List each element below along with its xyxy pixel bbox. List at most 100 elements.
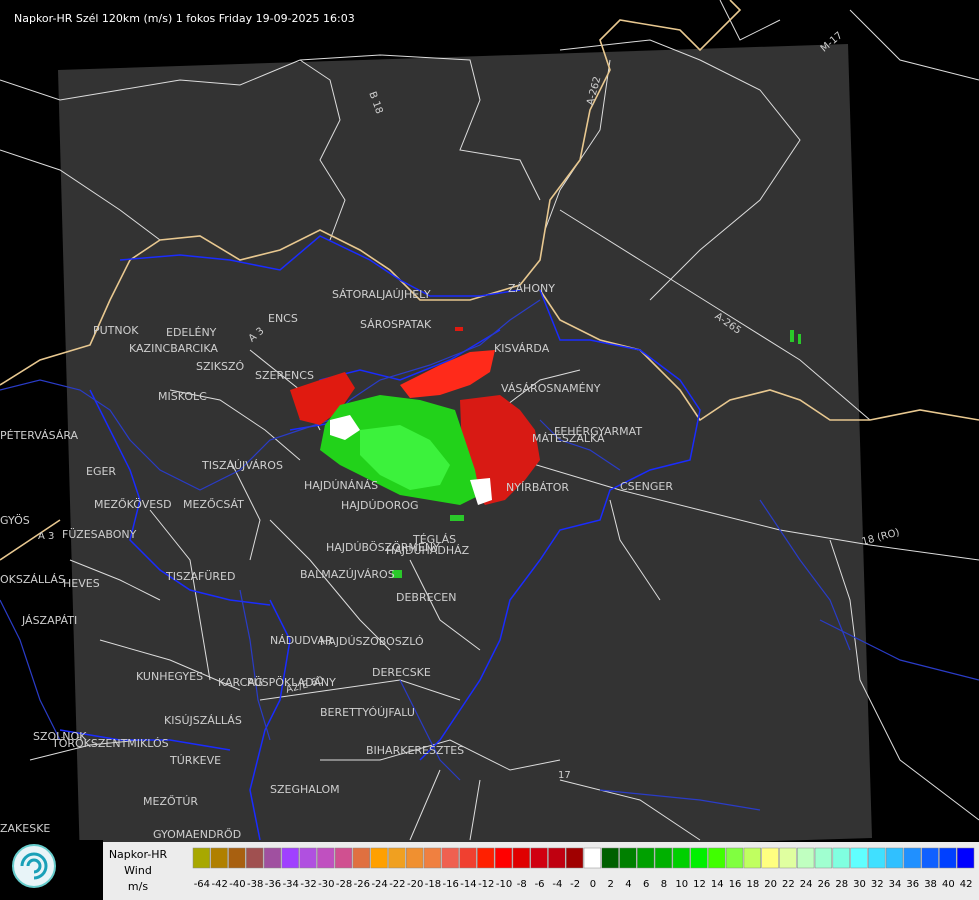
legend-subtitle: Wind [124, 864, 152, 877]
place-label: TÖRÖKSZENTMIKLÓS [51, 737, 169, 750]
legend-tick-label: -14 [460, 879, 476, 890]
legend-tick-label: 32 [871, 879, 884, 890]
legend-tick-label: 18 [746, 879, 759, 890]
legend-unit: m/s [128, 880, 148, 893]
legend-swatch [637, 847, 655, 869]
legend-swatch [388, 847, 406, 869]
legend-swatch [441, 847, 459, 869]
legend-tick-label: -36 [265, 879, 281, 890]
legend-swatch [565, 847, 584, 869]
place-label: TISZAFÜRED [165, 570, 235, 583]
legend-tick-label: 2 [607, 879, 613, 890]
place-label: MEZŐKÖVESD [94, 497, 172, 511]
legend-tick-label: -20 [407, 879, 423, 890]
legend-swatch [228, 847, 246, 869]
legend-swatch [814, 847, 833, 869]
place-label: DEBRECEN [396, 591, 456, 604]
place-label: PÜSPÖKLADÁNY [247, 676, 336, 689]
map-lines [0, 0, 979, 841]
legend-swatch [743, 847, 761, 869]
place-label: ZAKESKE [0, 822, 50, 835]
legend-swatch [761, 847, 779, 869]
place-label: ENCS [268, 312, 298, 325]
place-label: BALMAZÚJVÁROS [300, 568, 395, 581]
legend-title: Napkor-HR [109, 848, 168, 861]
place-label: SÁTORALJAÚJHELY [332, 288, 431, 301]
legend-tick-label: 8 [661, 879, 667, 890]
title: Napkor-HR Szél 120km (m/s) 1 fokos Frida… [14, 12, 355, 25]
legend-tick-label: -38 [247, 879, 263, 890]
place-label: NYÍRBÁTOR [506, 481, 569, 494]
legend-swatch [690, 847, 708, 869]
legend-tick-label: -26 [354, 879, 370, 890]
legend-swatch [548, 847, 566, 869]
place-label: GYÖS [0, 514, 30, 527]
place-label: KISVÁRDA [494, 342, 550, 355]
legend-swatch [832, 847, 850, 869]
place-label: HEVES [63, 577, 100, 590]
legend-swatch [263, 847, 282, 869]
legend-swatch [334, 847, 353, 869]
place-label: PUTNOK [93, 324, 139, 337]
place-label: NÁDUDVAR [270, 634, 333, 647]
legend-tick-label: 24 [800, 879, 813, 890]
place-label: PÉTERVÁSÁRA [0, 429, 79, 442]
legend-swatch [601, 847, 619, 869]
place-label: VÁSÁROSNAMÉNY [501, 382, 601, 395]
place-label: HAJDÚDOROG [341, 499, 419, 512]
legend-tick-label: -2 [570, 879, 580, 890]
legend-tick-label: 28 [835, 879, 848, 890]
legend-swatch [423, 847, 442, 869]
legend-tick-label: 36 [906, 879, 919, 890]
place-label: MEZŐCSÁT [183, 497, 244, 511]
place-label: FEHÉRGYARMAT [554, 425, 642, 438]
legend-tick-label: -12 [478, 879, 494, 890]
place-label: MISKOLC [158, 390, 207, 403]
legend-swatch [352, 847, 370, 869]
legend-swatch [530, 847, 548, 869]
legend-tick-label: -16 [443, 879, 459, 890]
legend-tick-label: 34 [889, 879, 902, 890]
place-label: BERETTYÓÚJFALU [320, 706, 415, 719]
legend-swatch [477, 847, 495, 869]
place-label: SZERENCS [255, 369, 314, 382]
legend-tick-label: -30 [318, 879, 334, 890]
legend-swatch [708, 847, 726, 869]
place-label: SZOLNOK [33, 730, 87, 743]
place-label: EDELÉNY [166, 326, 217, 339]
legend-tick-label: 14 [711, 879, 724, 890]
legend-tick-label: -10 [496, 879, 512, 890]
legend-swatch [210, 847, 228, 869]
legend-swatch [939, 847, 957, 869]
place-label: OKSZÁLLÁS [0, 573, 65, 586]
legend-swatch [672, 847, 690, 869]
place-label: HAJDÚNÁNÁS [304, 479, 378, 492]
legend-tick-label: -22 [389, 879, 405, 890]
legend-tick-label: 26 [818, 879, 831, 890]
place-label: SZIKSZÓ [196, 360, 244, 373]
logo-swirl [20, 852, 48, 880]
legend-swatch [956, 847, 975, 869]
legend-swatch [583, 847, 602, 869]
legend-tick-label: -6 [535, 879, 545, 890]
legend-tick-label: -18 [425, 879, 441, 890]
legend-tick-label: 22 [782, 879, 795, 890]
legend-swatch [850, 847, 868, 869]
legend-tick-label: 0 [590, 879, 596, 890]
place-label: HAJDÚSZOBOSZLÓ [320, 635, 424, 648]
legend-swatch [725, 847, 744, 869]
place-label: SZEGHALOM [270, 783, 340, 796]
legend-tick-label: 30 [853, 879, 866, 890]
legend-swatch [246, 847, 264, 869]
legend-swatch [885, 847, 904, 869]
legend-swatch [619, 847, 637, 869]
legend-swatch [370, 847, 388, 869]
place-label: TÚRKEVE [169, 754, 221, 767]
legend-tick-label: -32 [300, 879, 316, 890]
legend-tick-label: 20 [764, 879, 777, 890]
legend-swatch [779, 847, 797, 869]
legend-tick-label: 16 [729, 879, 742, 890]
road-label: 17 [558, 770, 571, 781]
legend-tick-label: -34 [283, 879, 299, 890]
